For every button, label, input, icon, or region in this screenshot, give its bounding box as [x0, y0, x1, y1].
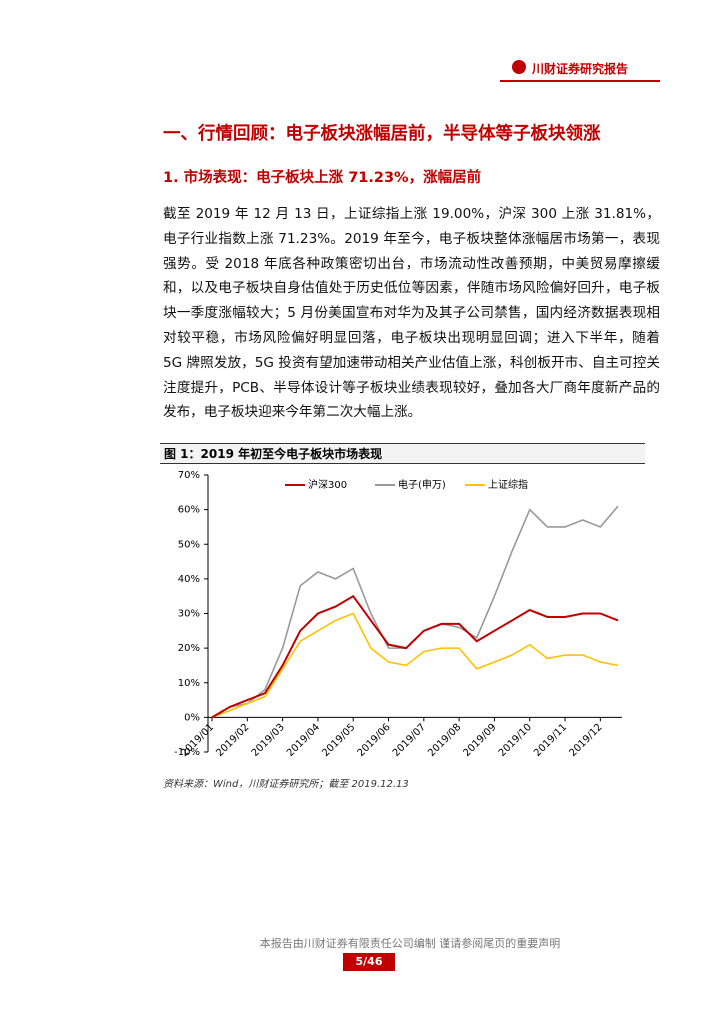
x-tick-label: 2019/07	[391, 722, 428, 759]
paragraph: 截至 2019 年 12 月 13 日，上证综指上涨 19.00%，沪深 300…	[163, 206, 660, 421]
y-tick-label: 70%	[178, 470, 200, 481]
x-tick-label: 2019/02	[214, 722, 251, 759]
subsection-title: 1. 市场表现：电子板块上涨 71.23%，涨幅居前	[163, 170, 482, 186]
series-line	[211, 612, 619, 719]
x-tick-label: 2019/05	[320, 722, 357, 759]
y-tick-label: 60%	[178, 505, 200, 516]
section-title: 一、行情回顾：电子板块涨幅居前，半导体等子板块领涨	[163, 124, 601, 144]
x-tick-label: 2019/04	[285, 722, 322, 759]
y-tick-label: 0%	[184, 712, 200, 723]
page-number: 5/46	[343, 953, 395, 971]
y-tick-label: 30%	[178, 609, 200, 620]
figure-title: 图 1：2019 年初至今电子板块市场表现	[164, 447, 383, 461]
x-tick-label: 2019/08	[426, 722, 463, 759]
legend-label: 沪深300	[308, 478, 347, 491]
y-tick-label: 20%	[178, 643, 200, 654]
legend-label: 电子(申万)	[398, 478, 446, 491]
x-tick-label: 2019/09	[462, 722, 499, 759]
disclaimer: 本报告由川财证券有限责任公司编制 谨请参阅尾页的重要声明	[259, 937, 561, 950]
y-tick-label: 50%	[178, 539, 200, 550]
x-tick-label: 2019/03	[250, 722, 287, 759]
brand: 川财证券研究报告	[532, 62, 629, 76]
chart: -10%0%10%20%30%40%50%60%70%2019/012019/0…	[174, 470, 622, 759]
legend-label: 上证综指	[488, 478, 528, 491]
source: 资料来源：Wind，川财证券研究所；截至 2019.12.13	[163, 779, 409, 790]
header-rule	[500, 80, 660, 82]
figure-bar	[160, 443, 645, 464]
y-tick-label: 10%	[178, 678, 200, 689]
series-line	[211, 505, 619, 719]
logo	[512, 60, 526, 74]
y-tick-label: -10%	[174, 747, 200, 758]
x-tick-label: 2019/06	[356, 722, 393, 759]
series-line	[211, 594, 619, 719]
y-tick-label: 40%	[178, 574, 200, 585]
x-tick-label: 2019/10	[497, 722, 534, 759]
x-tick-label: 2019/12	[567, 722, 604, 759]
x-tick-label: 2019/11	[532, 722, 569, 759]
